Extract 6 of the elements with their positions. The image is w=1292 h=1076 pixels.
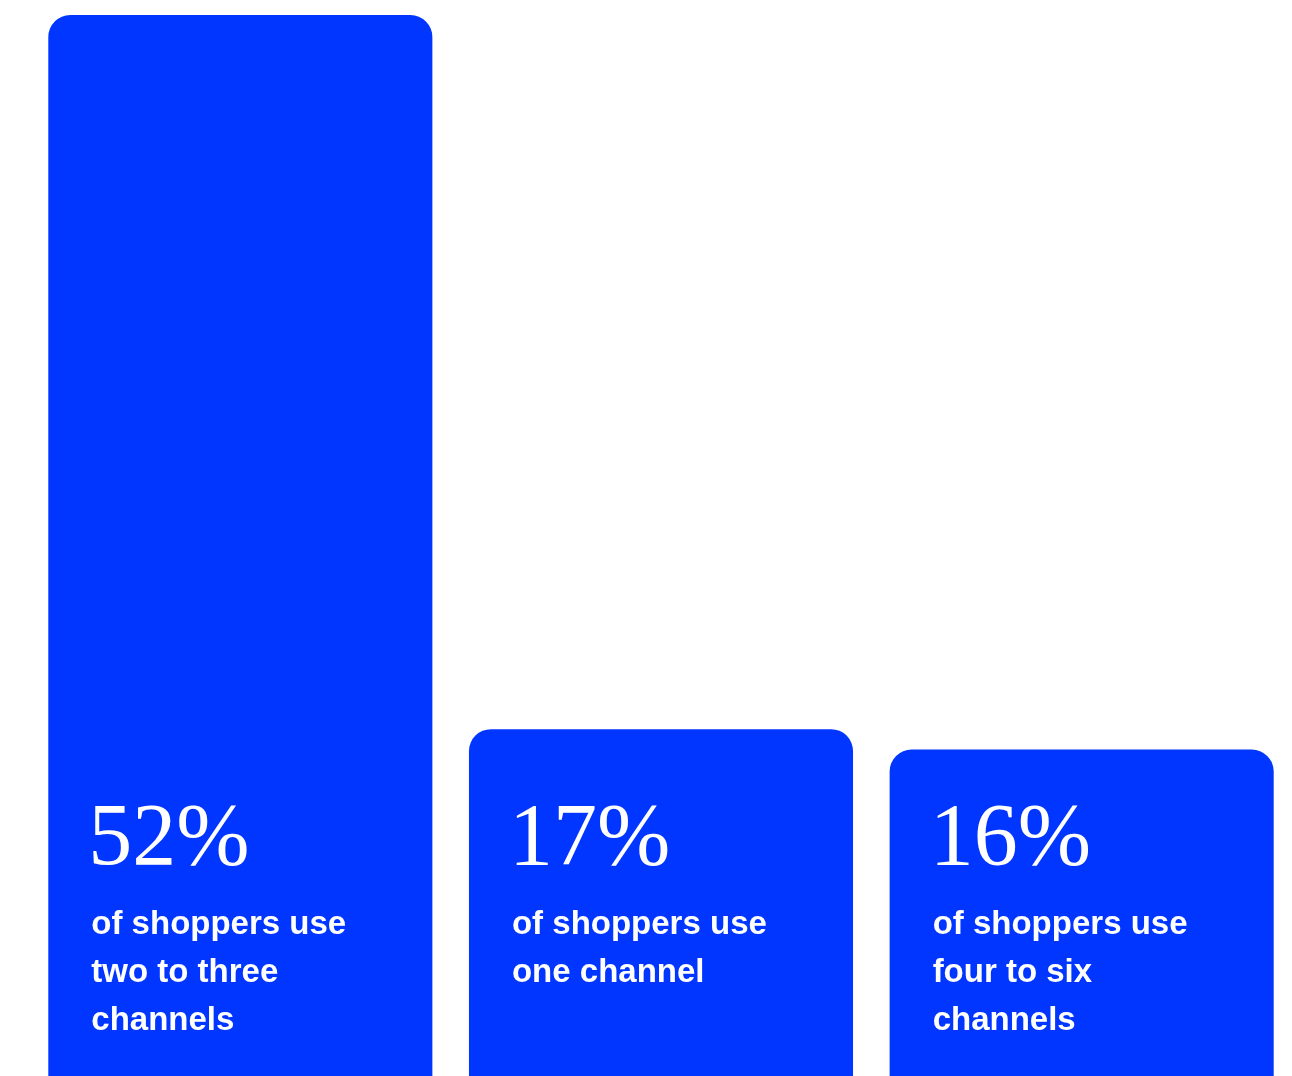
x-tick-label: of shoppers use two to three channels bbox=[91, 904, 347, 1037]
x-tick-label: of shoppers use one channel bbox=[511, 904, 767, 989]
data-label: 16% bbox=[929, 786, 1091, 883]
data-label: 52% bbox=[88, 786, 250, 883]
x-tick-label: of shoppers use four to six channels bbox=[932, 904, 1188, 1037]
data-label: 17% bbox=[508, 786, 671, 883]
